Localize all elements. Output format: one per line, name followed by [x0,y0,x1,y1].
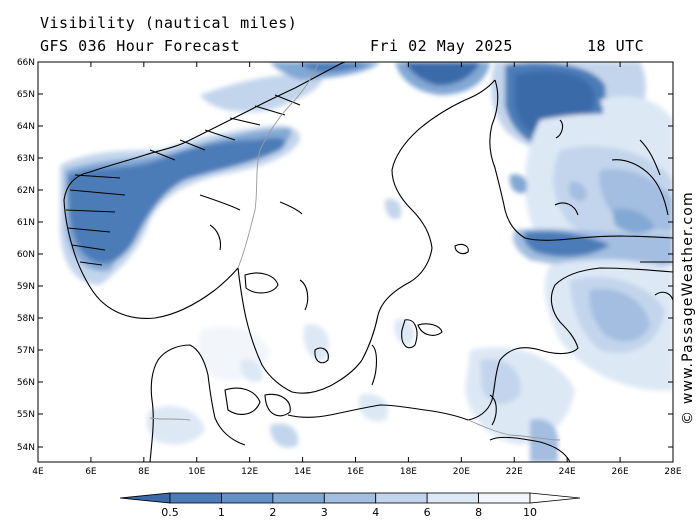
forecast-time: 18 UTC [587,37,645,55]
lat-label: 57N [17,346,35,356]
lat-label: 61N [17,218,35,228]
lat-label: 58N [17,314,35,324]
colorbar-label: 10 [523,506,537,519]
colorbar-high-extension [529,492,581,504]
colorbar-swatch [169,492,222,504]
lat-label: 62N [17,186,35,196]
lon-label: 18E [400,467,417,477]
lat-label: 55N [17,410,35,420]
lon-label: 10E [188,467,205,477]
lon-label: 28E [664,467,681,477]
visibility-field [38,62,673,462]
colorbar-label: 2 [269,506,276,519]
lat-label: 65N [17,90,35,100]
lon-label: 24E [559,467,576,477]
lon-label: 20E [453,467,470,477]
colorbar-swatch [478,492,531,504]
colorbar-swatch [272,492,325,504]
lat-label: 64N [17,122,35,132]
colorbar-swatch [375,492,428,504]
lat-label: 66N [17,58,35,68]
colorbar-swatch [221,492,274,504]
lat-label: 59N [17,282,35,292]
colorbar-label: 3 [321,506,328,519]
colorbar-label: 0.5 [161,506,179,519]
website-credit: © www.PassageWeather.com [680,191,696,425]
lat-label: 54N [17,443,35,453]
lon-label: 14E [294,467,311,477]
lon-label: 22E [506,467,523,477]
colorbar-label: 6 [424,506,431,519]
colorbar-label: 4 [372,506,379,519]
colorbar-low-extension [119,492,171,504]
colorbar-label: 1 [218,506,225,519]
lon-label: 8E [138,467,150,477]
lon-label: 12E [241,467,258,477]
latitude-axis: 66N 65N 64N 63N 62N 61N 60N 59N 58N 57N 56N 55N 54N [17,58,673,453]
coastlines [63,62,673,462]
forecast-date: Fri 02 May 2025 [370,37,513,55]
lon-label: 26E [612,467,629,477]
lon-label: 6E [85,467,97,477]
lon-label: 4E [32,467,44,477]
longitude-axis: 4E 6E 8E 10E 12E 14E 16E 18E 20E 22E 24E 26E 28E [32,62,682,477]
forecast-label: GFS 036 Hour Forecast [40,37,241,55]
lat-label: 60N [17,250,35,260]
lon-label: 16E [347,467,364,477]
national-borders [149,63,561,441]
visibility-colorbar: 0.5 1 2 3 4 6 8 10 [119,492,581,519]
lat-label: 63N [17,154,35,164]
colorbar-label: 8 [475,506,482,519]
colorbar-swatch [426,492,479,504]
lat-label: 56N [17,378,35,388]
map-title: Visibility (nautical miles) [40,14,298,32]
colorbar-swatch [323,492,377,504]
